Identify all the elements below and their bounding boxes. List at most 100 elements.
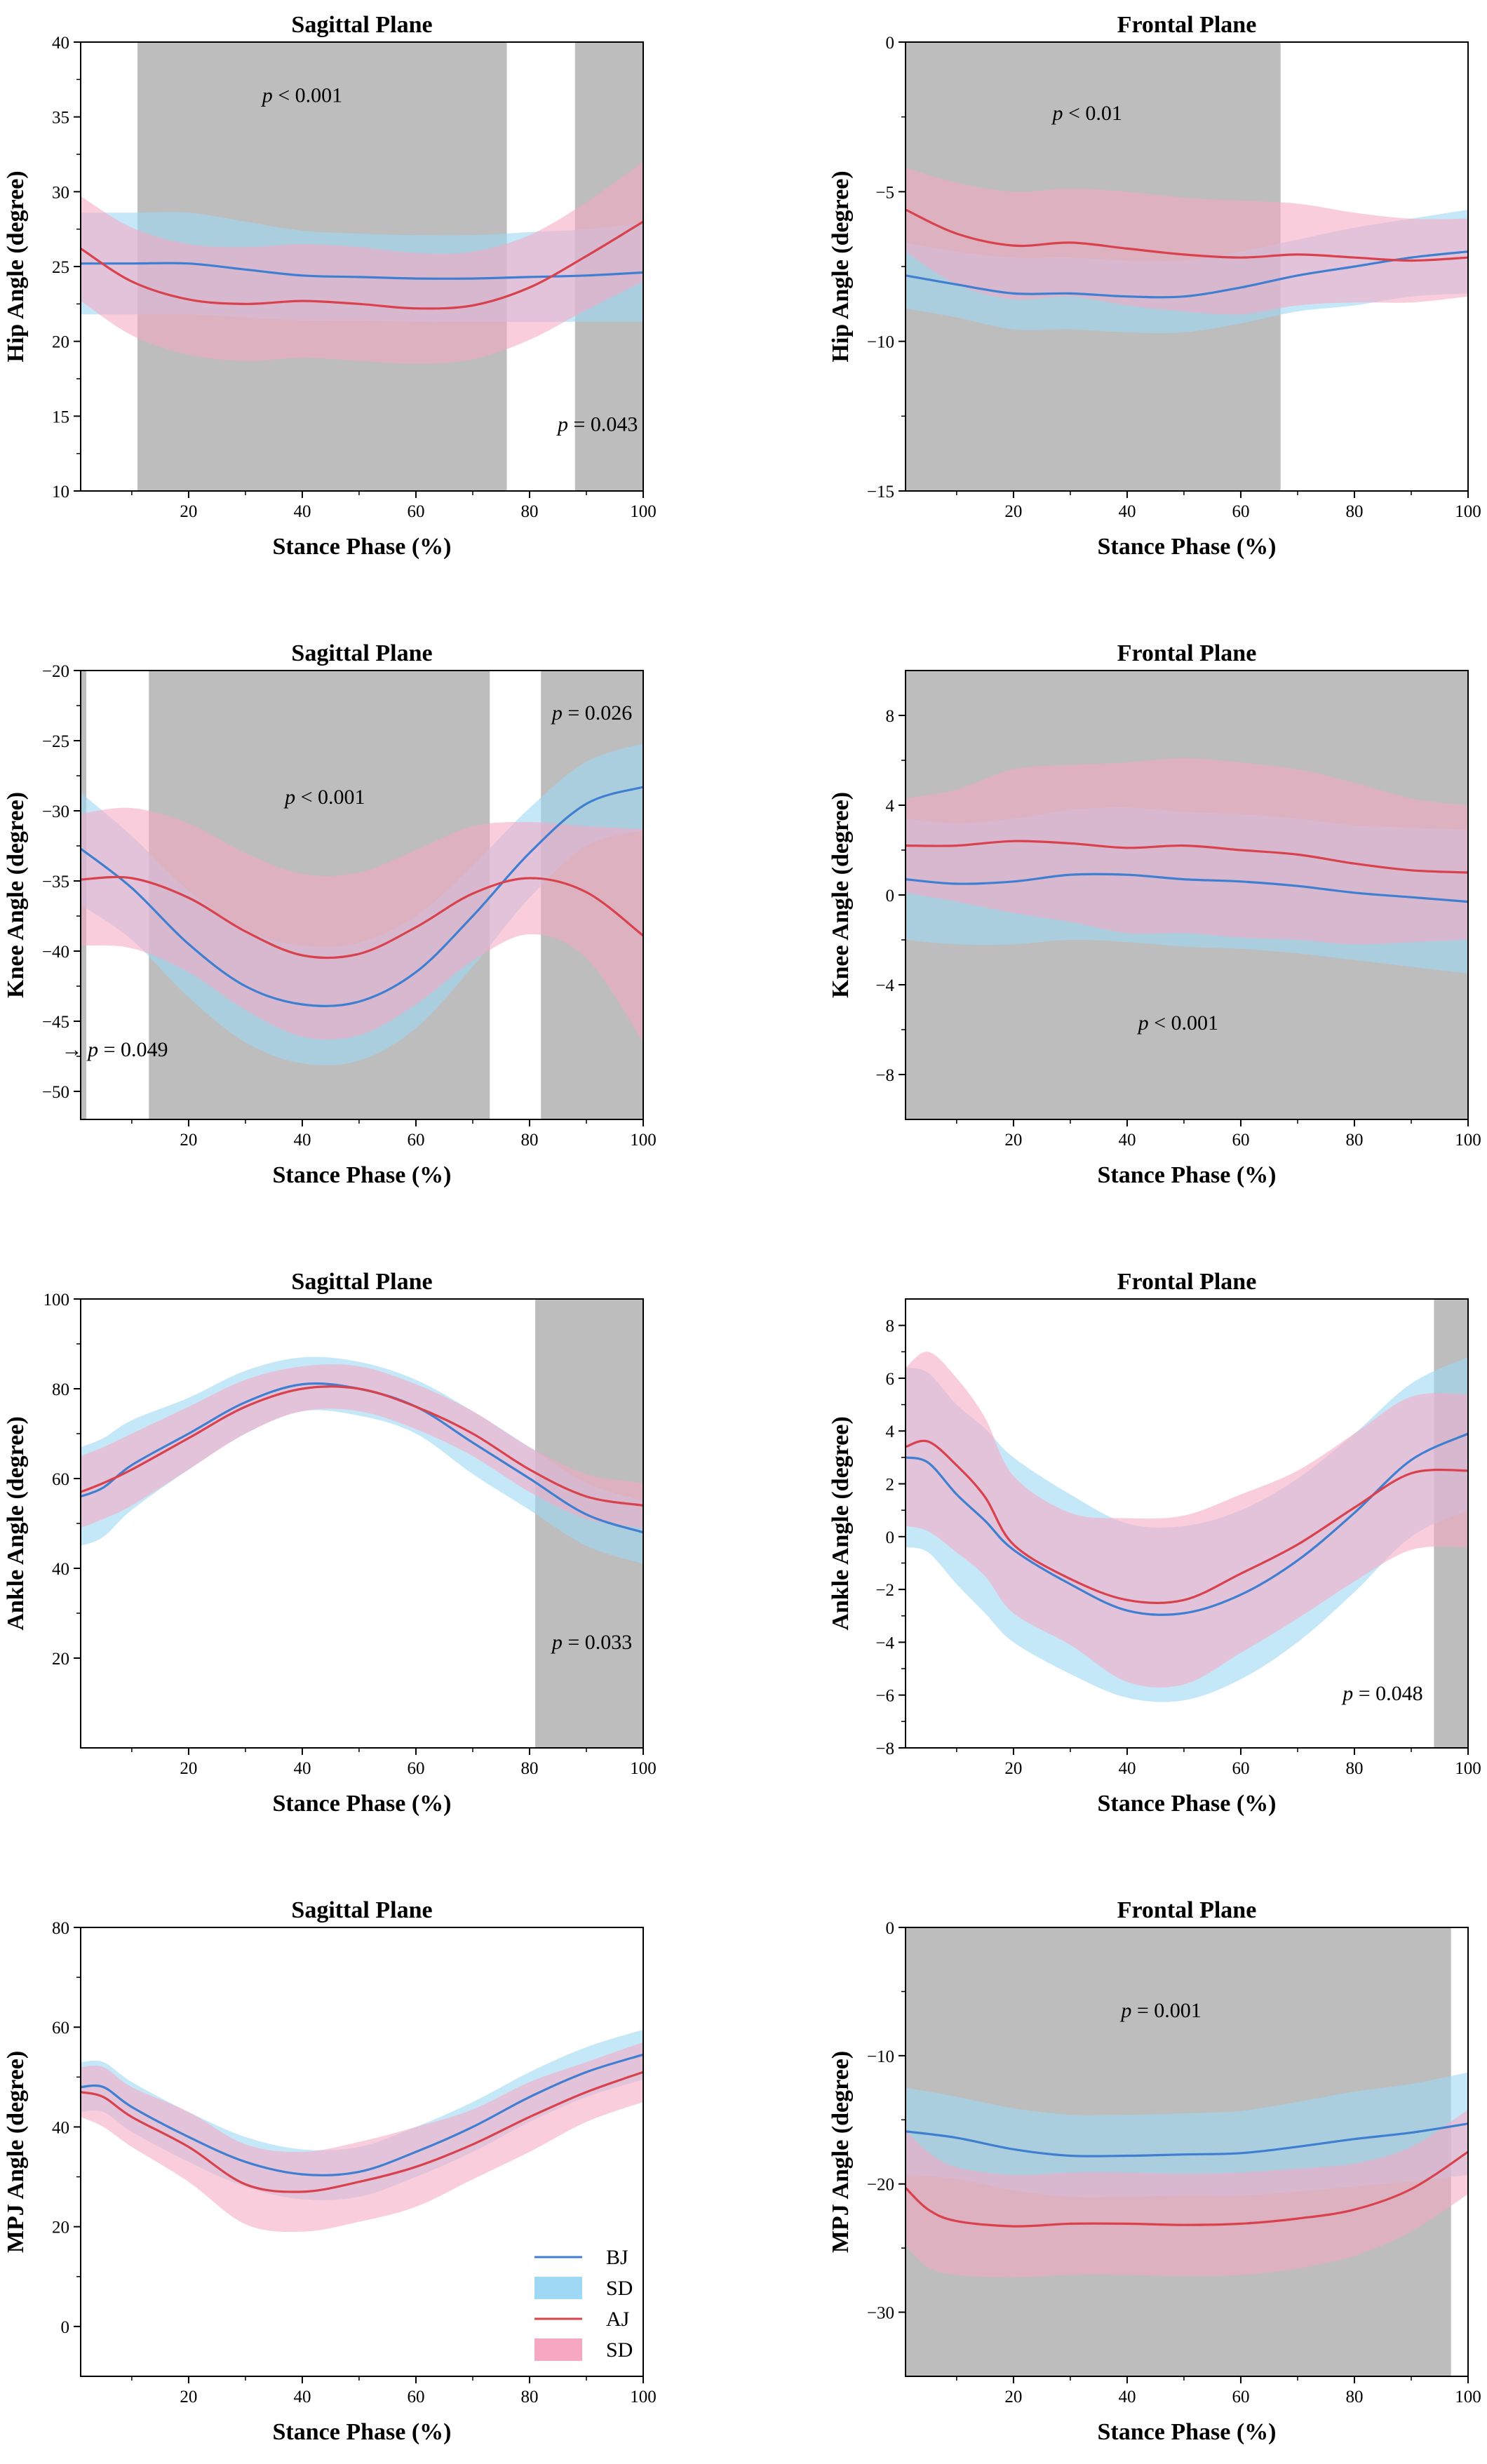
panel-ankle-frontal: 20 40 60 80 100 −8 −6 −4 −2 0 2 4 6 8 Frontal Plane Sta… (828, 1269, 1481, 1817)
legend: BJ SD AJ SD (534, 2246, 633, 2362)
p-value-annotation: → p = 0.049 (62, 1038, 168, 1061)
x-tick-label: 60 (1232, 502, 1249, 521)
axes-frame (905, 1927, 1469, 2377)
y-tick-label: 80 (52, 1919, 69, 1938)
x-tick-label: 60 (407, 502, 424, 521)
plot-area (906, 1927, 1468, 2376)
y-tick-label: 0 (61, 2318, 70, 2337)
mean-line-aj (81, 1385, 643, 1507)
x-tick-label: 60 (1232, 1131, 1249, 1150)
plot-area (81, 1299, 643, 1748)
x-axis-label: Stance Phase (%) (1098, 1791, 1277, 1817)
mean-line-bj (906, 873, 1468, 903)
mean-line-aj (906, 2150, 1468, 2228)
y-tick-label: 40 (52, 34, 69, 53)
x-tick-label: 60 (407, 2388, 424, 2406)
y-tick-label: −20 (42, 662, 69, 681)
mean-line-aj (906, 1439, 1468, 1605)
x-tick-label: 80 (1345, 1131, 1363, 1150)
panel-title: Sagittal Plane (291, 640, 432, 666)
panel-title: Frontal Plane (1117, 640, 1257, 666)
x-tick-label: 100 (630, 2388, 657, 2406)
panel-hip-frontal: 20 40 60 80 100 −15 −10 −5 0 Frontal Plane Stance … (828, 12, 1481, 560)
y-tick-label: −4 (875, 1634, 894, 1652)
y-tick-label: −2 (875, 1581, 894, 1600)
x-tick-label: 80 (520, 1759, 538, 1778)
y-axis-label: Knee Angle (degree) (828, 792, 854, 998)
x-tick-label: 20 (180, 1131, 197, 1150)
p-value-annotation: p = 0.033 (551, 1631, 632, 1654)
panel-knee-sagittal: 20 40 60 80 100 −50 −45 −40 −35 −30 −25 −20 Sagittal… (3, 640, 657, 1188)
p-value-annotation: p < 0.001 (1137, 1011, 1218, 1035)
legend-label: AJ (606, 2308, 630, 2331)
x-tick-label: 60 (407, 1759, 424, 1778)
sd-band-aj (81, 807, 643, 1042)
x-tick-label: 80 (520, 2388, 538, 2406)
x-axis-label: Stance Phase (%) (273, 2419, 452, 2445)
x-tick-label: 20 (1004, 2388, 1022, 2406)
x-tick-label: 60 (1232, 2388, 1249, 2406)
plot-area (906, 671, 1468, 1119)
mean-line-aj (81, 875, 643, 960)
x-tick-label: 20 (180, 2388, 197, 2406)
y-tick-label: 30 (52, 183, 69, 202)
panel-title: Sagittal Plane (291, 1269, 432, 1295)
y-tick-label: 35 (52, 109, 69, 128)
y-tick-label: 0 (886, 1919, 895, 1938)
axes-frame (80, 1927, 644, 2377)
y-axis-label: Ankle Angle (degree) (3, 1416, 29, 1630)
x-tick-label: 40 (1118, 1759, 1136, 1778)
mean-line-aj (906, 208, 1468, 262)
x-tick-label: 60 (407, 1131, 424, 1150)
legend-swatch-sd (534, 2277, 582, 2299)
mean-line-bj (81, 262, 643, 280)
y-axis-label: Hip Angle (degree) (828, 170, 854, 362)
x-axis-label: Stance Phase (%) (273, 1162, 452, 1188)
y-tick-label: −30 (867, 2304, 894, 2323)
panel-title: Frontal Plane (1117, 1269, 1257, 1295)
y-tick-label: 60 (52, 1470, 69, 1489)
x-axis-label: Stance Phase (%) (1098, 534, 1277, 560)
x-tick-label: 40 (293, 1759, 311, 1778)
mean-line-bj (81, 2053, 643, 2176)
y-tick-label: −45 (42, 1013, 69, 1032)
sd-band-aj (81, 1364, 643, 1528)
y-tick-label: −8 (875, 1739, 894, 1758)
y-tick-label: −30 (42, 802, 69, 821)
mean-line-aj (81, 2071, 643, 2193)
x-tick-label: 100 (630, 502, 657, 521)
x-tick-label: 80 (520, 1131, 538, 1150)
y-tick-label: 6 (886, 1370, 895, 1389)
x-tick-label: 80 (1345, 1759, 1363, 1778)
x-tick-label: 20 (1004, 1759, 1022, 1778)
x-tick-label: 100 (1455, 2388, 1481, 2406)
legend-label: SD (606, 2277, 633, 2300)
panel-mpj-sagittal: 20 40 60 80 100 0 20 40 60 80 Sagittal Plane Stance… (3, 1897, 657, 2445)
y-tick-label: 60 (52, 2019, 69, 2038)
y-tick-label: −15 (867, 483, 894, 501)
panel-title: Frontal Plane (1117, 1897, 1257, 1923)
y-tick-label: 100 (43, 1291, 70, 1310)
plot-area (81, 671, 643, 1119)
p-value-annotation: p = 0.001 (1119, 1999, 1201, 2022)
y-tick-label: 0 (886, 1528, 895, 1547)
x-tick-label: 100 (1455, 1759, 1481, 1778)
y-axis-label: MPJ Angle (degree) (828, 2051, 854, 2253)
axes-frame (80, 670, 644, 1120)
x-tick-label: 40 (1118, 502, 1136, 521)
mean-line-bj (81, 1382, 643, 1534)
y-tick-label: −50 (42, 1083, 69, 1102)
plot-area (81, 42, 643, 491)
mean-line-aj (906, 840, 1468, 874)
y-tick-label: 8 (886, 707, 895, 726)
y-axis-label: Hip Angle (degree) (3, 170, 29, 362)
x-tick-label: 40 (293, 2388, 311, 2406)
y-tick-label: −5 (875, 183, 894, 202)
y-tick-label: −10 (867, 333, 894, 352)
x-tick-label: 20 (180, 502, 197, 521)
y-axis-label: MPJ Angle (degree) (3, 2051, 29, 2253)
panel-ankle-sagittal: 20 40 60 80 100 20 40 60 80 100 Sagittal Plane Stan… (3, 1269, 657, 1817)
sd-band-aj (81, 161, 643, 364)
x-tick-label: 40 (1118, 2388, 1136, 2406)
sd-band-bj (906, 2072, 1468, 2197)
